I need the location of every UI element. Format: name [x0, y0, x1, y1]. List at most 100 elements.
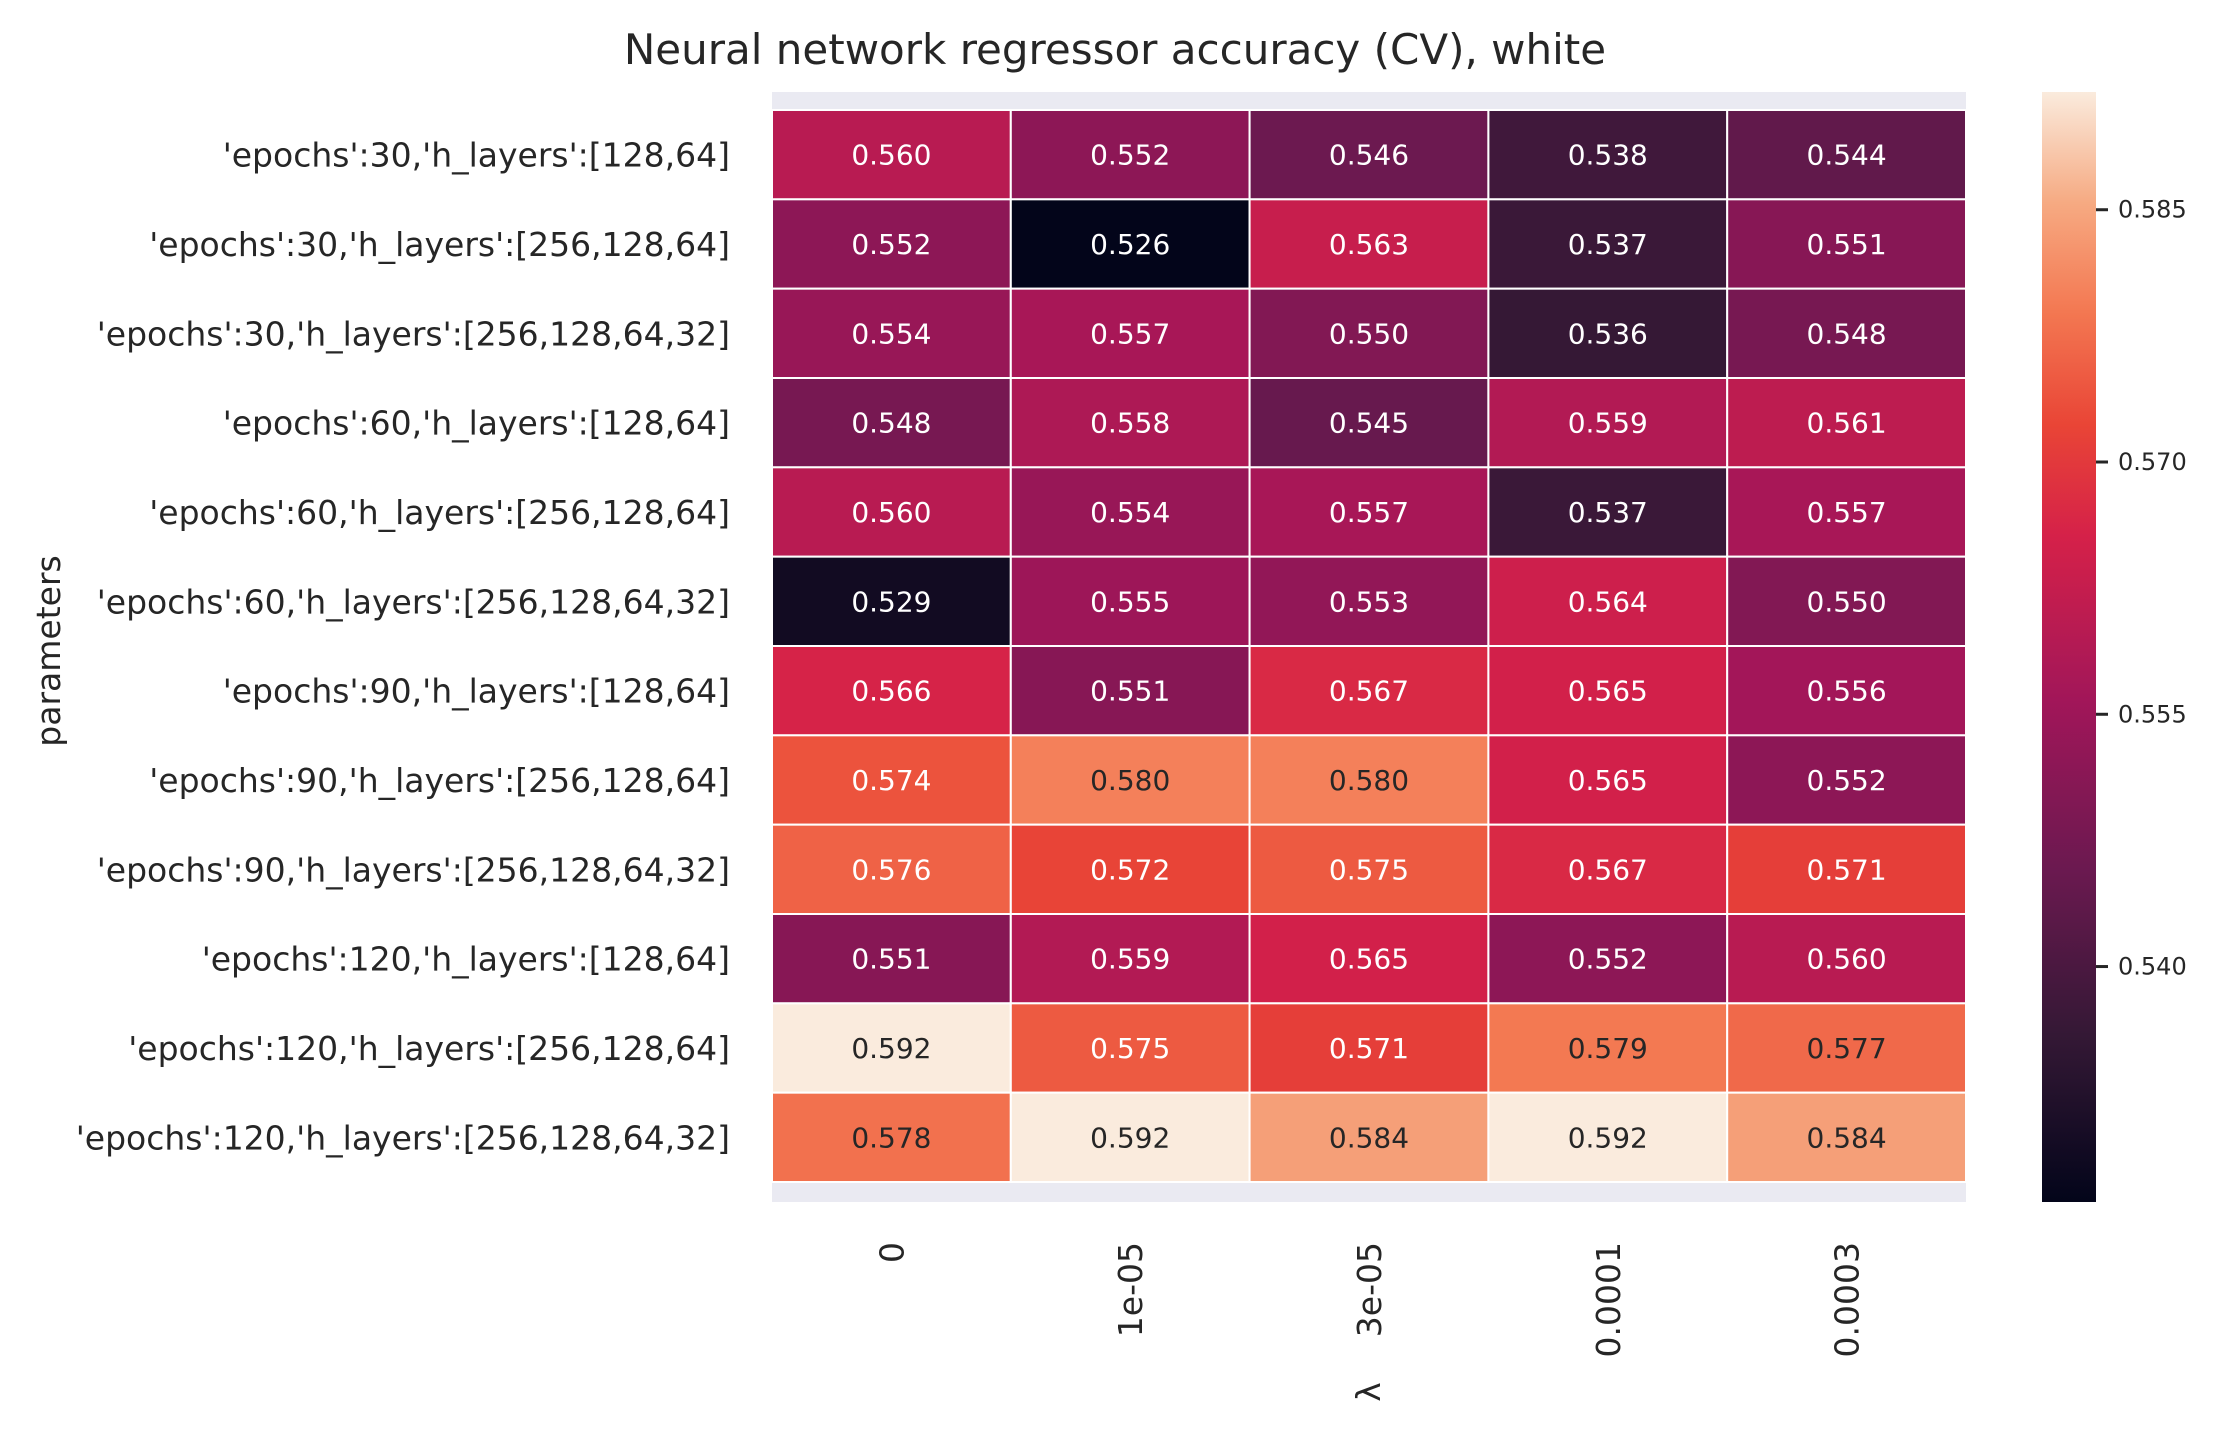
x-tick-label: 0 — [872, 1242, 911, 1263]
heatmap-cell — [1248, 377, 1490, 469]
cell-value-label: 0.554 — [1090, 496, 1170, 529]
cell-value-label: 0.553 — [1329, 585, 1409, 618]
heatmap-cell — [1009, 913, 1251, 1005]
cell-value-label: 0.559 — [1568, 407, 1648, 440]
heatmap-cell — [1487, 466, 1729, 558]
cell-value-label: 0.567 — [1329, 675, 1409, 708]
cell-value-label: 0.584 — [1329, 1121, 1409, 1154]
y-tick-label: 'epochs':120,'h_layers':[256,128,64,32] — [76, 1118, 730, 1157]
y-tick-labels: 'epochs':30,'h_layers':[128,64] 'epochs':… — [76, 136, 730, 1158]
heatmap-cell — [1487, 555, 1729, 648]
cell-value-label: 0.575 — [1090, 1032, 1170, 1065]
cell-value-label: 0.579 — [1568, 1032, 1648, 1065]
heatmap-cell — [771, 1091, 1012, 1183]
cell-value-label: 0.537 — [1568, 496, 1648, 529]
cell-value-label: 0.529 — [851, 585, 931, 618]
cell-value-label: 0.550 — [1807, 585, 1887, 618]
cell-value-label: 0.548 — [1807, 317, 1887, 350]
cell-value-label: 0.559 — [1090, 943, 1170, 976]
heatmap-cell — [1009, 466, 1251, 558]
cell-value-label: 0.560 — [1807, 943, 1887, 976]
plot-area: 0.560 0.552 0.546 0.538 0.544 0.552 0.526 0.563… — [771, 92, 1967, 1202]
cell-value-label: 0.565 — [1329, 943, 1409, 976]
cell-value-label: 0.536 — [1568, 317, 1648, 350]
cell-value-label: 0.564 — [1568, 585, 1648, 618]
y-tick-label: 'epochs':30,'h_layers':[128,64] — [223, 136, 730, 175]
cell-value-label: 0.551 — [851, 943, 931, 976]
heatmap-cell — [1009, 1002, 1251, 1094]
cell-value-label: 0.560 — [851, 139, 931, 172]
x-axis-label: λ — [1349, 1382, 1388, 1402]
heatmap-cell — [771, 377, 1012, 469]
heatmap-cell — [1726, 734, 1967, 826]
heatmap-cell — [1726, 377, 1967, 469]
cell-value-label: 0.560 — [851, 496, 931, 529]
cell-value-label: 0.576 — [851, 853, 931, 886]
cell-value-label: 0.557 — [1807, 496, 1887, 529]
colorbar-tick-label: 0.555 — [2118, 700, 2187, 728]
cell-value-label: 0.563 — [1329, 228, 1409, 261]
y-tick-label: 'epochs':60,'h_layers':[128,64] — [223, 404, 730, 443]
x-tick-labels: 0 1e-05 3e-05 0.0001 0.0003 — [872, 1242, 1866, 1357]
cell-value-label: 0.575 — [1329, 853, 1409, 886]
heatmap-cell — [1009, 287, 1251, 379]
colorbar-gradient — [2042, 92, 2096, 1202]
cell-value-label: 0.551 — [1090, 675, 1170, 708]
y-tick-label: 'epochs':90,'h_layers':[256,128,64] — [149, 761, 730, 800]
heatmap-cell — [1248, 466, 1490, 558]
cell-value-label: 0.544 — [1807, 139, 1887, 172]
heatmap-cell — [1248, 287, 1490, 379]
x-tick-label: 1e-05 — [1111, 1242, 1150, 1337]
heatmap-cell — [1726, 198, 1967, 290]
heatmap-cell — [771, 823, 1012, 916]
cell-value-label: 0.552 — [1090, 139, 1170, 172]
heatmap-cell — [771, 645, 1012, 737]
cell-value-label: 0.592 — [1090, 1121, 1170, 1154]
cell-value-label: 0.578 — [851, 1121, 931, 1154]
heatmap-cell — [1248, 198, 1490, 290]
cell-value-label: 0.571 — [1329, 1032, 1409, 1065]
heatmap-cell — [771, 1002, 1012, 1094]
cell-value-label: 0.551 — [1807, 228, 1887, 261]
heatmap-cell — [1726, 466, 1967, 558]
y-tick-label: 'epochs':30,'h_layers':[256,128,64] — [149, 225, 730, 264]
heatmap-cell — [1487, 734, 1729, 826]
heatmap-cell — [771, 913, 1012, 1005]
heatmap-cell — [1487, 913, 1729, 1005]
heatmap-cell — [1487, 287, 1729, 379]
heatmap-cell — [1726, 555, 1967, 648]
x-tick-label: 0.0001 — [1589, 1242, 1628, 1357]
cell-value-label: 0.537 — [1568, 228, 1648, 261]
cell-value-label: 0.571 — [1807, 853, 1887, 886]
y-tick-label: 'epochs':60,'h_layers':[256,128,64,32] — [97, 582, 730, 621]
heatmap-cell — [771, 109, 1012, 201]
heatmap-cell — [771, 555, 1012, 648]
heatmap-cell — [1487, 1002, 1729, 1094]
heatmap-cell — [771, 734, 1012, 826]
x-tick-label: 0.0003 — [1828, 1242, 1867, 1357]
cell-value-label: 0.552 — [1568, 943, 1648, 976]
heatmap-cell — [1248, 109, 1490, 201]
cell-value-label: 0.577 — [1807, 1032, 1887, 1065]
x-tick-label: 3e-05 — [1350, 1242, 1389, 1337]
cell-value-label: 0.548 — [851, 407, 931, 440]
heatmap-cell — [771, 466, 1012, 558]
heatmap-cell — [1009, 377, 1251, 469]
heatmap-cell — [1726, 913, 1967, 1005]
y-tick-label: 'epochs':60,'h_layers':[256,128,64] — [149, 493, 730, 532]
cell-value-label: 0.538 — [1568, 139, 1648, 172]
heatmap-cell — [1487, 198, 1729, 290]
cell-value-label: 0.572 — [1090, 853, 1170, 886]
cell-value-label: 0.592 — [851, 1032, 931, 1065]
cell-value-label: 0.580 — [1329, 764, 1409, 797]
cell-value-label: 0.550 — [1329, 317, 1409, 350]
heatmap-cell — [1726, 1091, 1967, 1183]
y-axis-label: parameters — [29, 555, 68, 746]
cell-value-label: 0.557 — [1329, 496, 1409, 529]
y-tick-label: 'epochs':90,'h_layers':[128,64] — [223, 672, 730, 711]
heatmap-cell — [1009, 109, 1251, 201]
cell-value-label: 0.526 — [1090, 228, 1170, 261]
heatmap-cell — [1248, 823, 1490, 916]
heatmap-cell — [1726, 823, 1967, 916]
cell-value-label: 0.566 — [851, 675, 931, 708]
